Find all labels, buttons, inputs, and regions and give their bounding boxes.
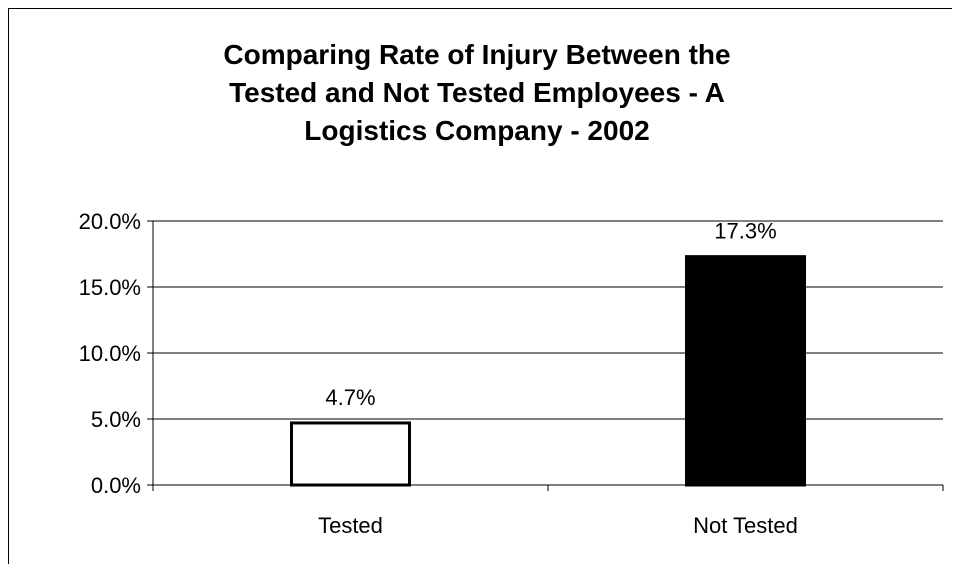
data-label-1: 17.3% [714,219,776,244]
bar-not-tested [685,255,806,487]
y-tick-label-1: 5.0% [91,407,141,432]
y-tick-label-3: 15.0% [79,275,141,300]
data-label-0: 4.7% [325,385,375,410]
chart-title-line-1: Comparing Rate of Injury Between the [223,39,731,70]
y-tick-label-0: 0.0% [91,473,141,498]
y-tick-label-4: 20.0% [79,209,141,234]
chart-title-line-2: Tested and Not Tested Employees - A [229,77,725,108]
bar-tested [290,421,411,487]
x-tick-label-1: Not Tested [693,513,798,538]
x-tick-label-0: Tested [318,513,383,538]
chart-title-line-3: Logistics Company - 2002 [304,115,650,146]
y-tick-label-2: 10.0% [79,341,141,366]
chart-title: Comparing Rate of Injury Between the Tes… [0,36,954,150]
